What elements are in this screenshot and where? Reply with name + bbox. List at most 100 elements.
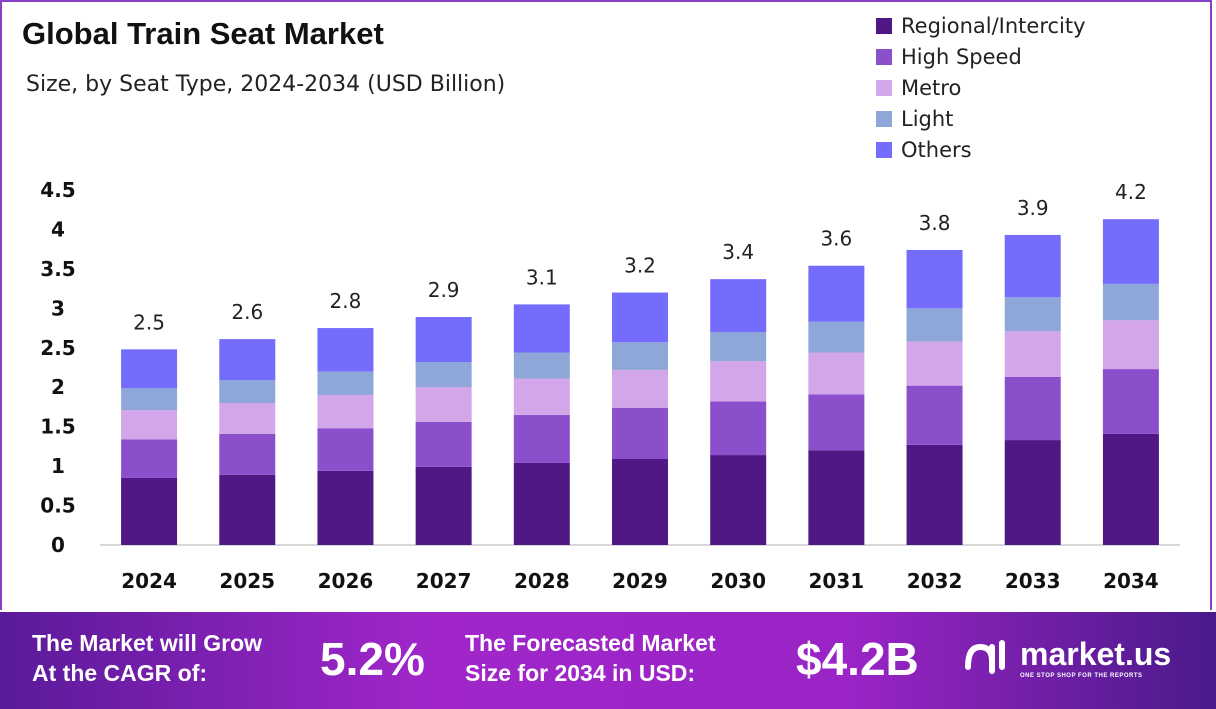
bar-segment-others — [317, 328, 374, 372]
bar-segment-high-speed — [513, 414, 570, 463]
chart-frame — [0, 0, 1212, 610]
legend: Regional/Intercity High Speed Metro Light Ot… — [876, 10, 1086, 165]
bar-chart: 0 0.5 1 1.5 2 2.5 3 3.5 4 4.5 2.5 2024 2.6 2025 2.8 202… — [40, 178, 1180, 593]
x-tick-label: 2026 — [318, 569, 374, 593]
x-tick-label: 2029 — [612, 569, 668, 593]
y-tick-label: 4.5 — [40, 178, 75, 202]
bar-segment-metro — [1102, 320, 1159, 370]
bar-segment-high-speed — [612, 407, 668, 460]
bar-segment-light — [906, 308, 963, 342]
total-label: 3.1 — [526, 265, 558, 289]
bar-segment-light — [317, 371, 374, 396]
y-tick-label: 3.5 — [40, 257, 75, 281]
bar-segment-metro — [219, 403, 276, 434]
cagr-label-line2: At the CAGR of: — [32, 660, 208, 686]
brand-name: market.us — [1020, 636, 1172, 672]
x-tick-label: 2025 — [219, 569, 275, 593]
x-tick-label: 2030 — [710, 569, 766, 593]
y-tick-label: 2.5 — [40, 336, 75, 360]
bar-segment-regional-intercity — [415, 466, 472, 545]
bar-segment-regional-intercity — [710, 455, 767, 545]
bar-segment-light — [121, 388, 178, 411]
legend-label: Regional/Intercity — [901, 13, 1086, 38]
bar-segment-others — [1102, 219, 1159, 284]
bar-segment-others — [612, 292, 668, 343]
legend-item: Metro — [876, 72, 1086, 103]
total-label: 2.5 — [133, 310, 165, 334]
x-tick-label: 2034 — [1103, 569, 1159, 593]
bar-segment-metro — [513, 378, 570, 415]
bar-segment-others — [415, 317, 472, 362]
bar-segment-high-speed — [808, 394, 865, 451]
bar-segment-metro — [710, 361, 767, 402]
legend-label: Metro — [901, 75, 962, 100]
bar-segment-light — [1102, 283, 1159, 321]
bar-segment-light — [219, 380, 276, 403]
bar-segment-regional-intercity — [121, 477, 178, 545]
bar-segment-others — [710, 279, 767, 332]
bar-segment-regional-intercity — [612, 459, 668, 545]
bar-segment-regional-intercity — [808, 450, 865, 545]
y-tick-label: 3 — [51, 296, 65, 320]
y-tick-label: 0 — [51, 533, 65, 557]
x-tick-label: 2024 — [121, 569, 177, 593]
legend-label: Light — [901, 106, 954, 131]
bar-segment-regional-intercity — [1004, 440, 1061, 545]
bar-segment-others — [219, 339, 276, 381]
bar-segment-high-speed — [415, 421, 472, 467]
bar-segment-others — [121, 349, 178, 389]
bar-segment-metro — [808, 352, 865, 395]
legend-item: High Speed — [876, 41, 1086, 72]
bar-segment-regional-intercity — [906, 444, 963, 545]
y-tick-label: 0.5 — [40, 494, 75, 518]
market-us-logo: market.us ONE STOP SHOP FOR THE REPORTS — [962, 636, 1171, 679]
legend-swatch — [876, 79, 892, 96]
cagr-label-line1: The Market will Grow — [32, 630, 263, 656]
bar-segment-light — [808, 321, 865, 353]
legend-swatch — [876, 48, 892, 65]
legend-label: High Speed — [901, 44, 1022, 69]
legend-item: Regional/Intercity — [876, 10, 1086, 41]
legend-swatch — [876, 17, 892, 34]
total-label: 3.6 — [820, 227, 852, 251]
x-tick-label: 2031 — [809, 569, 865, 593]
bar-segment-high-speed — [219, 433, 276, 475]
bar-segment-high-speed — [1102, 369, 1159, 434]
y-tick-label: 2 — [51, 375, 65, 399]
footer-banner: The Market will Grow At the CAGR of: 5.2… — [0, 612, 1216, 709]
bar-segment-high-speed — [906, 385, 963, 445]
bar-segment-regional-intercity — [219, 474, 276, 545]
total-label: 4.2 — [1115, 180, 1147, 204]
x-tick-label: 2032 — [907, 569, 963, 593]
legend-item: Others — [876, 134, 1086, 165]
brand-tagline: ONE STOP SHOP FOR THE REPORTS — [1020, 673, 1143, 679]
chart-title: Global Train Seat Market — [22, 16, 384, 51]
bar-segment-light — [415, 361, 472, 388]
bar-segment-light — [1004, 297, 1061, 332]
bar-segment-light — [710, 332, 767, 362]
bar-segment-metro — [121, 410, 178, 440]
legend-swatch — [876, 141, 892, 158]
legend-label: Others — [901, 137, 972, 162]
bar-segment-others — [1004, 234, 1061, 298]
y-tick-label: 1.5 — [40, 415, 75, 439]
total-label: 3.2 — [624, 254, 656, 278]
bar-segment-high-speed — [1004, 376, 1061, 441]
total-label: 3.8 — [919, 211, 951, 235]
bar-segment-light — [513, 352, 570, 379]
bar-segment-high-speed — [317, 428, 374, 471]
total-label: 2.9 — [428, 278, 460, 302]
legend-item: Light — [876, 103, 1086, 134]
y-tick-label: 4 — [51, 217, 65, 241]
legend-swatch — [876, 110, 892, 127]
bar-segment-high-speed — [121, 439, 178, 478]
chart-subtitle: Size, by Seat Type, 2024-2034 (USD Billi… — [26, 72, 506, 97]
bar-segment-regional-intercity — [1102, 433, 1159, 545]
logo-icon — [965, 639, 1005, 674]
total-label: 3.4 — [722, 240, 754, 264]
forecast-label-line2: Size for 2034 in USD: — [465, 660, 696, 686]
bar-segment-high-speed — [710, 401, 767, 456]
cagr-value: 5.2% — [320, 633, 425, 685]
bar-segment-metro — [612, 369, 668, 408]
total-label: 2.6 — [231, 300, 263, 324]
